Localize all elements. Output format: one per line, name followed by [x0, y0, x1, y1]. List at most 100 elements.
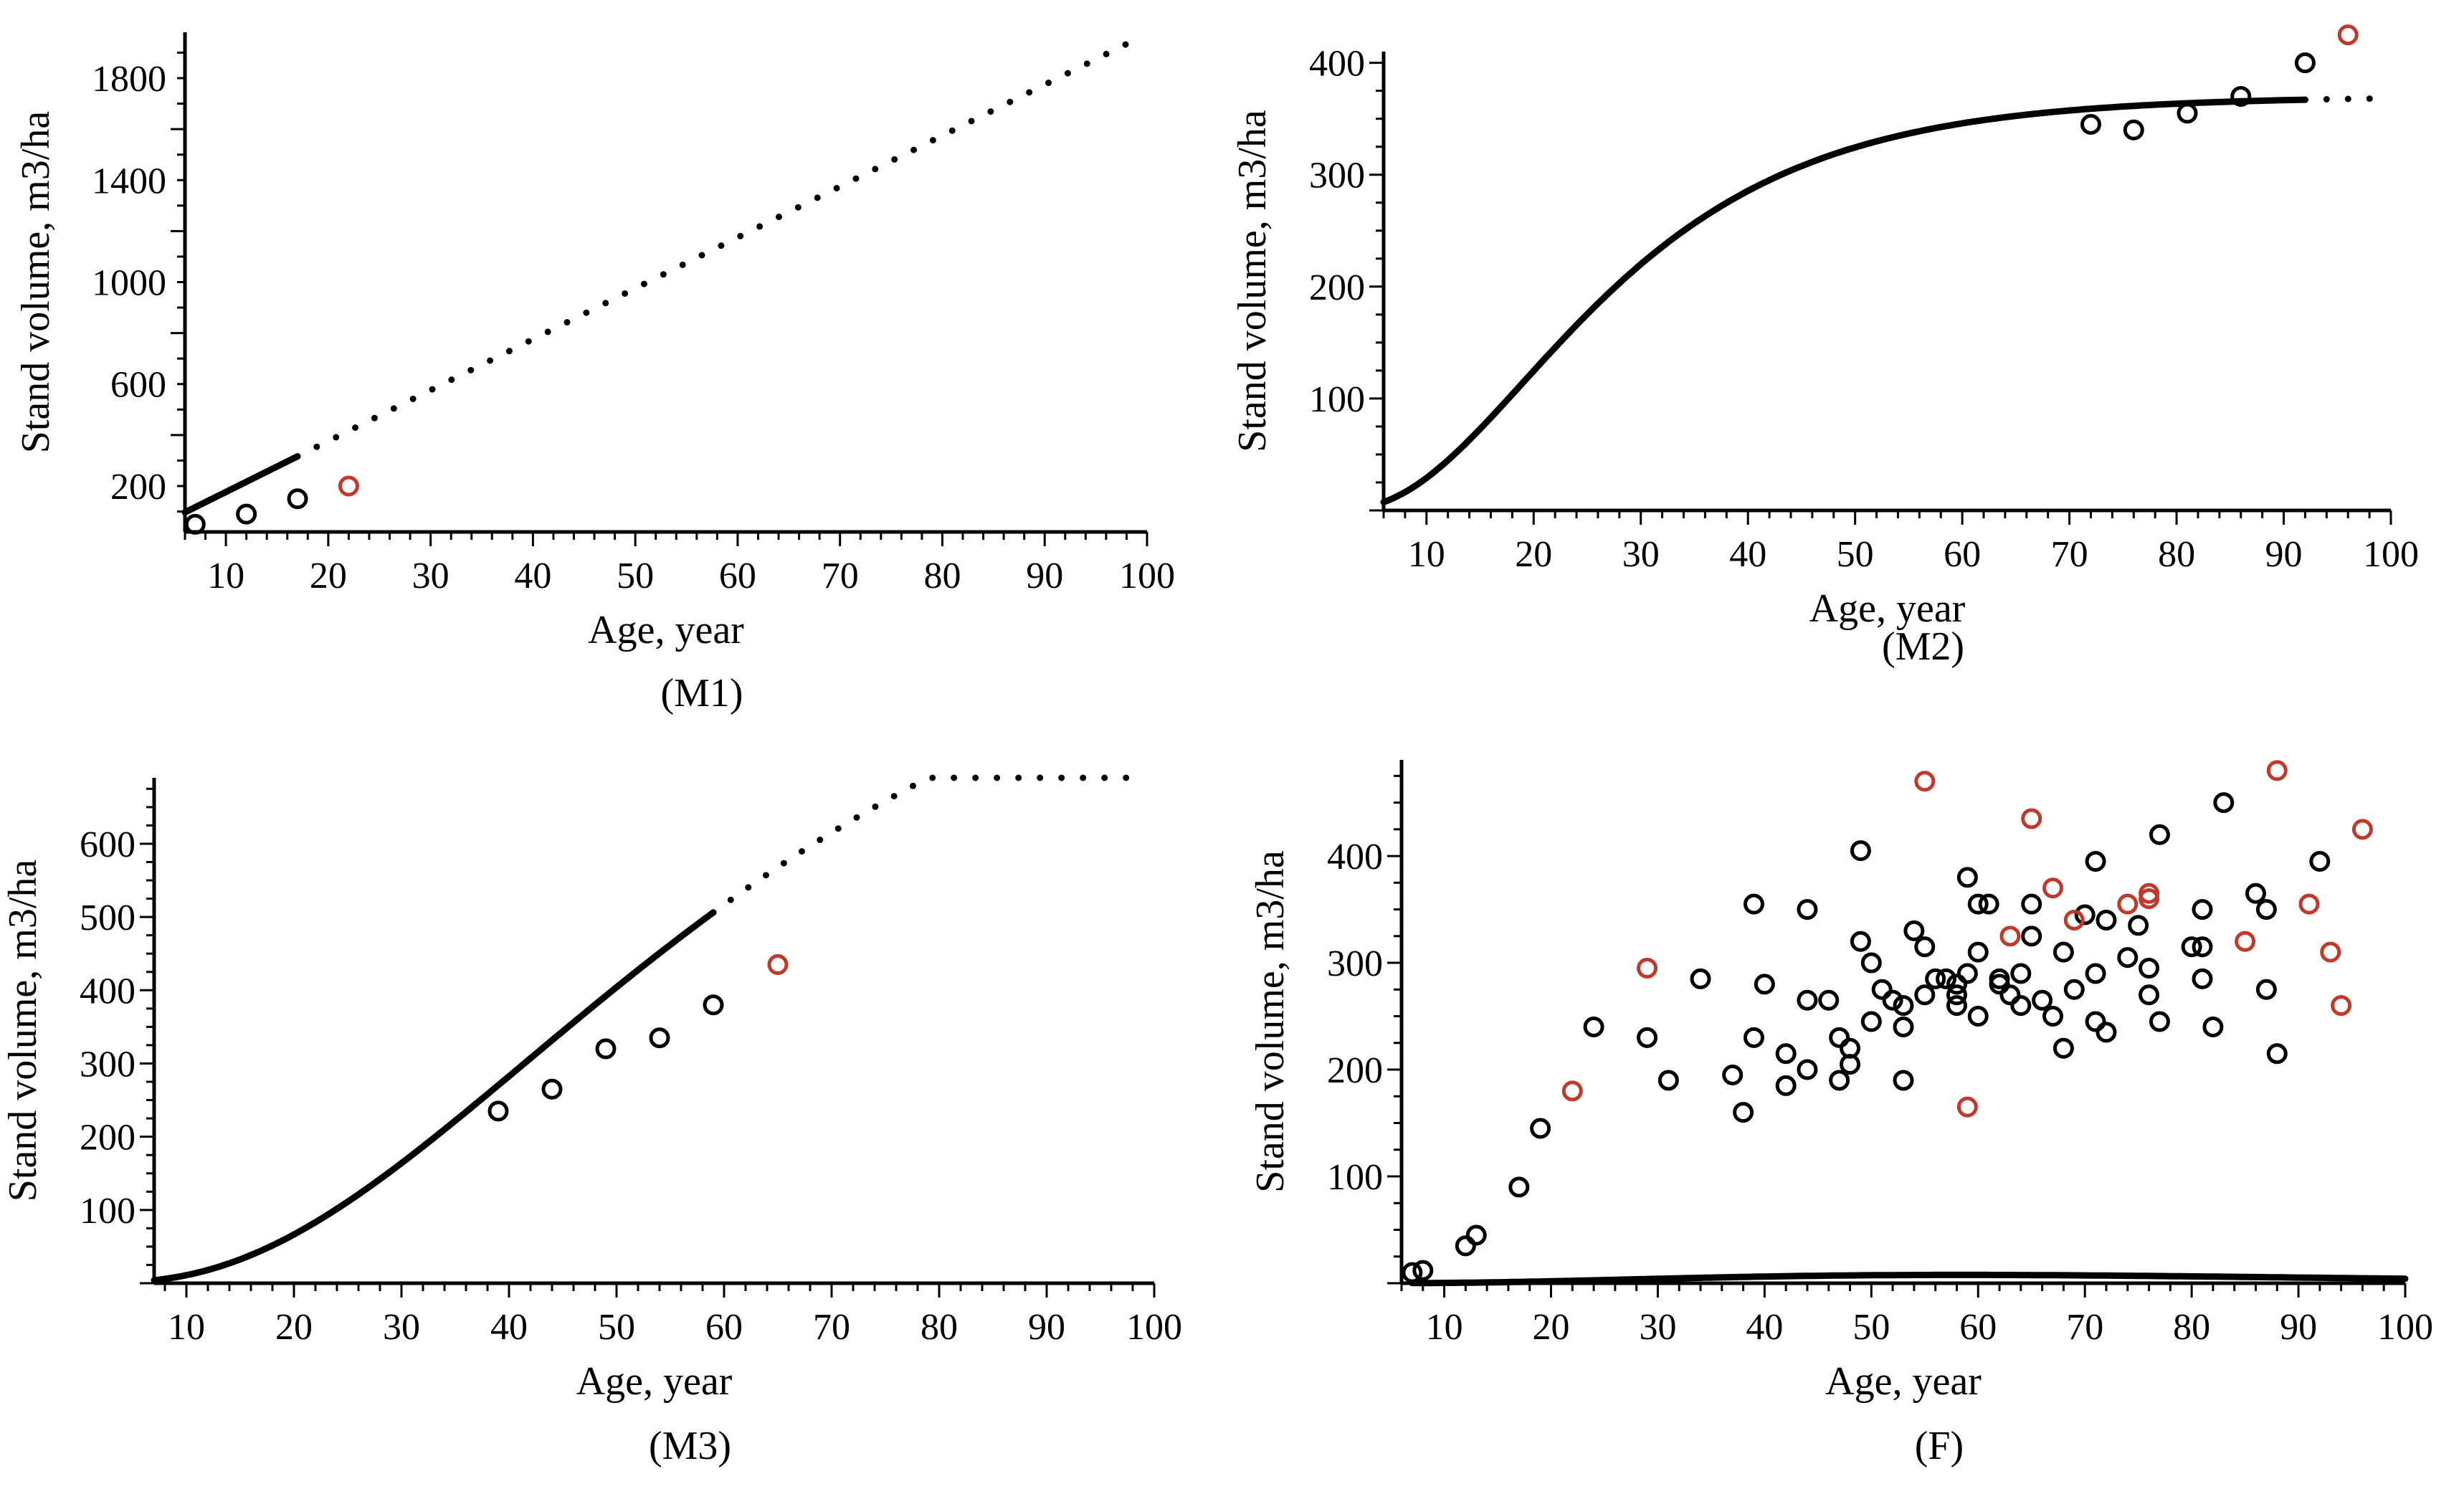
- x-tick-label: 50: [1852, 1307, 1890, 1348]
- fit-curve: [1380, 96, 2308, 505]
- x-tick-label: 100: [1119, 556, 1175, 596]
- observed-point: [2294, 52, 2316, 74]
- x-tick-label: 10: [1408, 534, 1445, 575]
- y-tick-label: 100: [80, 1191, 135, 1232]
- observed-point: [1893, 1016, 1914, 1037]
- observed-point: [1743, 1027, 1764, 1048]
- y-tick-label: 300: [80, 1044, 135, 1085]
- observed-point: [2266, 1043, 2288, 1065]
- panel-caption: (F): [1915, 1424, 1964, 1468]
- x-tick-label: 20: [1515, 534, 1552, 575]
- observed-point: [1989, 974, 2010, 995]
- projection-curve: [2301, 95, 2394, 103]
- y-tick-label: 400: [1327, 837, 1383, 877]
- observed-point: [703, 994, 724, 1016]
- validation-point: [2320, 941, 2341, 963]
- x-tick-label: 40: [1746, 1307, 1783, 1348]
- y-tick-label: 200: [80, 1118, 135, 1158]
- observed-point: [2255, 899, 2277, 920]
- x-tick-label: 90: [2265, 534, 2303, 575]
- x-tick-label: 70: [822, 556, 859, 596]
- x-tick-label: 50: [598, 1307, 635, 1348]
- observed-point: [1999, 984, 2021, 1006]
- observed-point: [2096, 1022, 2117, 1043]
- x-tick-label: 60: [1959, 1307, 1997, 1348]
- observed-point: [1743, 893, 1764, 915]
- observed-point: [2149, 1011, 2170, 1032]
- y-tick-label: 200: [1327, 1050, 1383, 1091]
- observed-point: [1914, 936, 1936, 958]
- y-tick-label: 1800: [92, 59, 166, 100]
- y-tick-label: 500: [80, 898, 135, 938]
- observed-point: [1530, 1118, 1551, 1139]
- fit-curve: [1409, 1271, 2409, 1287]
- observed-point: [1412, 1260, 1434, 1281]
- x-tick-label: 40: [1729, 534, 1766, 575]
- y-tick-label: 1400: [92, 161, 166, 201]
- observed-point: [2096, 909, 2117, 931]
- observed-point: [1946, 995, 1967, 1017]
- observed-point: [1850, 840, 1871, 862]
- validation-point: [2139, 882, 2160, 904]
- panel-caption: (M1): [660, 671, 743, 715]
- x-tick-label: 80: [921, 1307, 958, 1348]
- observed-point: [1754, 974, 1775, 995]
- chart-panel-f: 10 20 30 40 50 60 70 80 90 100 100 200 300 400 Age, ye…: [1248, 760, 2433, 1468]
- observed-point: [1946, 984, 1967, 1006]
- observed-point: [2181, 936, 2202, 958]
- validation-point: [338, 475, 359, 497]
- observed-point: [1797, 1059, 1818, 1080]
- fit-curve: [181, 453, 301, 516]
- projection-curve: [710, 774, 1147, 916]
- panel-caption: (M3): [649, 1424, 731, 1468]
- observed-point: [2177, 103, 2198, 124]
- observed-point: [2063, 979, 2085, 1000]
- observed-point: [1882, 989, 1903, 1011]
- x-tick-label: 60: [705, 1307, 743, 1348]
- y-tick-label: 200: [1309, 267, 1365, 308]
- validation-point: [2042, 877, 2064, 899]
- fit-curve: [151, 909, 717, 1284]
- observed-point: [1583, 1016, 1604, 1037]
- x-tick-label: 70: [2051, 534, 2088, 575]
- x-tick-label: 80: [2158, 534, 2195, 575]
- validation-point: [2235, 931, 2256, 952]
- observed-point: [2074, 904, 2096, 925]
- x-tick-label: 40: [490, 1307, 528, 1348]
- x-tick-label: 30: [383, 1307, 420, 1348]
- observed-point: [1722, 1064, 1744, 1085]
- x-tick-label: 50: [1837, 534, 1874, 575]
- chart-panel-m3: 10 20 30 40 50 60 70 80 90 100 100 200 300 400 500 600 A…: [1, 774, 1182, 1468]
- observed-point: [2202, 1016, 2224, 1037]
- observed-point: [1936, 968, 1957, 989]
- y-tick-label: 400: [80, 971, 135, 1012]
- observed-point: [1690, 968, 1711, 989]
- observed-point: [2085, 963, 2106, 984]
- observed-point: [649, 1027, 670, 1049]
- observed-point: [2192, 936, 2213, 958]
- observed-point: [595, 1038, 617, 1060]
- observed-point: [1733, 1102, 1754, 1123]
- y-tick-label: 100: [1327, 1157, 1383, 1198]
- observed-point: [2032, 989, 2053, 1011]
- observed-point: [1871, 979, 1893, 1000]
- observed-point: [2245, 882, 2266, 904]
- observed-point: [1402, 1262, 1423, 1283]
- observed-point: [2255, 979, 2277, 1000]
- observed-point: [1829, 1070, 1850, 1091]
- y-tick-label: 200: [110, 467, 166, 508]
- validation-point: [2063, 909, 2085, 931]
- x-tick-label: 80: [923, 556, 961, 596]
- observed-point: [1455, 1235, 1476, 1257]
- x-axis-label: Age, year: [1825, 1359, 1982, 1404]
- observed-point: [2230, 85, 2252, 107]
- x-tick-label: 20: [310, 556, 347, 596]
- chart-panel-m1: 10 20 30 40 50 60 70 80 90 100 200 600 1000 1400 1800 A…: [14, 32, 1175, 715]
- observed-point: [1818, 989, 1840, 1011]
- x-axis-label: Age, year: [1809, 586, 1966, 631]
- observed-point: [2080, 113, 2101, 135]
- observed-point: [487, 1100, 509, 1122]
- y-tick-label: 400: [1309, 44, 1365, 85]
- observed-point: [1914, 984, 1936, 1006]
